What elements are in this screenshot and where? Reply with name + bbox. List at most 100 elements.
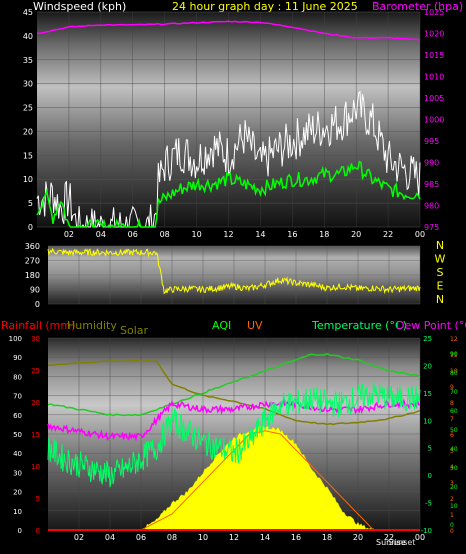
humidity-tick-label: 60 bbox=[13, 412, 22, 420]
aqi-tick-label: 10 bbox=[450, 503, 458, 510]
compass-letter: W bbox=[435, 253, 446, 266]
barometer-tick-label: 1020 bbox=[424, 30, 444, 39]
aqi-tick-label: 20 bbox=[450, 484, 458, 491]
uv-tick-label: 10 bbox=[450, 368, 458, 375]
compass-letter: S bbox=[437, 266, 444, 279]
wind-tick-label: 15 bbox=[23, 151, 33, 160]
rain-tick-label: 20 bbox=[31, 399, 40, 407]
humidity-tick-label: 30 bbox=[13, 469, 22, 477]
humidity-tick-label: 80 bbox=[13, 373, 22, 381]
bottom-hour-tick-label: 06 bbox=[136, 533, 146, 542]
uv-tick-label: 2 bbox=[450, 496, 454, 503]
aqi-tick-label: 90 bbox=[450, 351, 458, 358]
uv-tick-label: 1 bbox=[450, 512, 454, 519]
bottom-hour-tick-label: 14 bbox=[260, 533, 270, 542]
uv-tick-label: 5 bbox=[450, 448, 454, 455]
humidity-tick-label: 50 bbox=[13, 431, 22, 439]
solar-label: Solar bbox=[120, 324, 149, 337]
barometer-tick-label: 1010 bbox=[424, 73, 444, 82]
bottom-hour-tick-label: 18 bbox=[322, 533, 332, 542]
dewpoint-label: Dew Point (°C) bbox=[396, 319, 466, 332]
humidity-tick-label: 70 bbox=[13, 393, 22, 401]
wind-tick-label: 25 bbox=[23, 104, 33, 113]
barometer-series bbox=[36, 20, 421, 41]
direction-tick-label: 90 bbox=[30, 286, 40, 295]
aqi-tick-label: 50 bbox=[450, 427, 458, 434]
barometer-tick-label: 1000 bbox=[424, 116, 444, 125]
uv-tick-label: 4 bbox=[450, 464, 454, 471]
direction-tick-label: 270 bbox=[25, 257, 40, 266]
uv-tick-label: 6 bbox=[450, 432, 454, 439]
aqi-tick-label: 40 bbox=[450, 446, 458, 453]
wind-direction-series bbox=[47, 247, 421, 295]
humidity-tick-label: 20 bbox=[13, 489, 22, 497]
hour-tick-label: 20 bbox=[351, 230, 361, 239]
barometer-axis-label: Barometer (hpa) bbox=[372, 0, 463, 13]
temp-tick-label: 15 bbox=[423, 390, 432, 398]
wind-tick-label: 30 bbox=[23, 80, 33, 89]
bottom-hour-tick-label: 02 bbox=[74, 533, 84, 542]
aqi-tick-label: 70 bbox=[450, 389, 458, 396]
aqi-label: AQI bbox=[212, 319, 231, 332]
humidity-tick-label: 10 bbox=[13, 508, 22, 516]
bottom-hour-tick-label: 00 bbox=[415, 533, 425, 542]
hour-tick-label: 06 bbox=[128, 230, 138, 239]
barometer-tick-label: 1015 bbox=[424, 51, 444, 60]
uv-tick-label: 8 bbox=[450, 400, 454, 407]
hour-tick-label: 16 bbox=[287, 230, 297, 239]
direction-tick-label: 360 bbox=[25, 242, 40, 251]
bottom-hour-tick-label: 22 bbox=[384, 533, 394, 542]
wind-tick-label: 35 bbox=[23, 56, 33, 65]
bottom-hour-tick-label: 16 bbox=[291, 533, 301, 542]
barometer-tick-label: 995 bbox=[424, 137, 439, 146]
humidity-tick-label: 90 bbox=[13, 354, 22, 362]
wind-axis-label: Windspeed (kph) bbox=[33, 0, 126, 13]
aqi-tick-label: 80 bbox=[450, 370, 458, 377]
uv-tick-label: 3 bbox=[450, 480, 454, 487]
barometer-tick-label: 1005 bbox=[424, 94, 444, 103]
compass-letter: N bbox=[436, 239, 444, 252]
humidity-tick-label: 0 bbox=[18, 527, 22, 535]
temp-tick-label: 10 bbox=[423, 417, 432, 425]
wind-tick-label: 40 bbox=[23, 32, 33, 41]
aqi-tick-label: 0 bbox=[450, 522, 454, 529]
chart-title: 24 hour graph day : 11 June 2025 bbox=[172, 0, 358, 13]
barometer-tick-label: 980 bbox=[424, 202, 439, 211]
temp-tick-label: -5 bbox=[425, 500, 432, 508]
gust-series bbox=[36, 90, 421, 228]
temp-tick-label: 5 bbox=[428, 445, 432, 453]
wind-tick-label: 45 bbox=[23, 8, 33, 17]
bottom-hour-tick-label: 04 bbox=[105, 533, 115, 542]
hour-tick-label: 14 bbox=[255, 230, 265, 239]
barometer-tick-label: 1025 bbox=[424, 8, 444, 17]
in-temp-series bbox=[47, 352, 421, 417]
tick-labels: 0510152025303540459759809859909951000100… bbox=[9, 8, 458, 542]
dewpoint-series bbox=[47, 398, 421, 442]
aqi-tick-label: 30 bbox=[450, 465, 458, 472]
sunset-label: Sunset bbox=[388, 538, 415, 547]
temp-tick-label: 25 bbox=[423, 335, 432, 343]
humidity-tick-label: 40 bbox=[13, 450, 22, 458]
uv-tick-label: 7 bbox=[450, 416, 454, 423]
bottom-hour-tick-label: 20 bbox=[353, 533, 363, 542]
uv-tick-label: 12 bbox=[450, 336, 458, 343]
rain-tick-label: 5 bbox=[36, 495, 40, 503]
wind-tick-label: 5 bbox=[28, 199, 33, 208]
direction-tick-label: 180 bbox=[25, 271, 40, 280]
hour-tick-label: 22 bbox=[383, 230, 393, 239]
bottom-hour-tick-label: 10 bbox=[198, 533, 208, 542]
data-series bbox=[36, 20, 421, 531]
uv-tick-label: 9 bbox=[450, 384, 454, 391]
rain-tick-label: 30 bbox=[31, 335, 40, 343]
hour-tick-label: 00 bbox=[415, 230, 425, 239]
hour-tick-label: 08 bbox=[160, 230, 170, 239]
compass-letter: N bbox=[436, 293, 444, 306]
aqi-tick-label: 60 bbox=[450, 408, 458, 415]
humidity-label: Humidity bbox=[67, 319, 117, 332]
uv-label: UV bbox=[247, 319, 263, 332]
wind-tick-label: 0 bbox=[28, 223, 33, 232]
hour-tick-label: 12 bbox=[223, 230, 233, 239]
uv-tick-label: 0 bbox=[450, 528, 454, 535]
wind-tick-label: 10 bbox=[23, 175, 33, 184]
